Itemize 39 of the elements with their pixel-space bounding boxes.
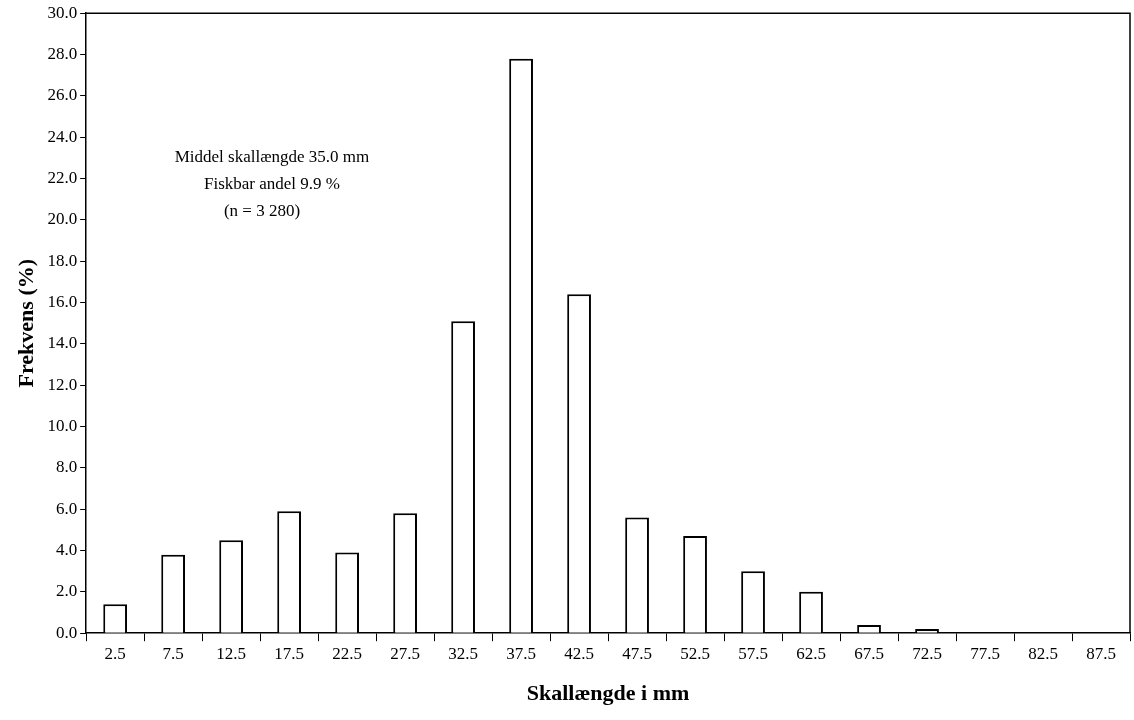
y-tick-label: 2.0 bbox=[55, 581, 78, 601]
y-tick-label: 30.0 bbox=[47, 2, 78, 22]
x-tick-label: 82.5 bbox=[1028, 643, 1058, 663]
y-tick-label: 26.0 bbox=[47, 85, 78, 105]
x-tick-label: 32.5 bbox=[448, 643, 478, 663]
x-tick-label: 2.5 bbox=[104, 643, 126, 663]
x-tick-label: 57.5 bbox=[738, 643, 768, 663]
x-tick-label: 72.5 bbox=[912, 643, 942, 663]
annotation: Middel skallængde 35.0 mm bbox=[174, 147, 370, 167]
y-tick-label: 10.0 bbox=[47, 416, 78, 435]
y-tick-label: 14.0 bbox=[47, 333, 78, 353]
y-tick-label: 28.0 bbox=[47, 44, 78, 63]
y-tick-label: 8.0 bbox=[55, 457, 78, 477]
annotation: Fiskbar andel 9.9 % bbox=[204, 174, 340, 194]
y-tick-label: 18.0 bbox=[47, 250, 78, 270]
x-tick-label: 47.5 bbox=[622, 643, 652, 663]
x-tick-label: 67.5 bbox=[854, 643, 884, 663]
x-tick-label: 37.5 bbox=[506, 643, 536, 663]
x-tick-label: 62.5 bbox=[796, 643, 826, 663]
y-tick-label: 22.0 bbox=[47, 168, 78, 187]
x-tick-label: 42.5 bbox=[564, 643, 594, 663]
x-axis-title: Skallængde i mm bbox=[526, 680, 690, 706]
x-tick-label: 77.5 bbox=[970, 643, 1000, 663]
annotation: (n = 3 280) bbox=[223, 201, 301, 221]
x-tick-label: 87.5 bbox=[1086, 643, 1116, 663]
y-tick-label: 6.0 bbox=[55, 498, 78, 518]
y-axis-title: Frekvens (%) bbox=[12, 258, 38, 388]
y-tick-label: 12.0 bbox=[47, 374, 78, 394]
y-tick-label: 20.0 bbox=[47, 209, 78, 229]
x-tick-label: 22.5 bbox=[332, 643, 362, 663]
y-tick-label: 24.0 bbox=[47, 126, 78, 146]
y-tick-label: 0.0 bbox=[55, 622, 78, 642]
x-tick-label: 12.5 bbox=[216, 643, 246, 663]
x-tick-label: 7.5 bbox=[162, 643, 184, 663]
x-tick-label: 27.5 bbox=[390, 643, 420, 663]
x-tick-label: 17.5 bbox=[274, 643, 304, 663]
y-tick-label: 16.0 bbox=[47, 292, 78, 311]
y-tick-label: 4.0 bbox=[55, 540, 78, 559]
x-tick-label: 52.5 bbox=[680, 643, 710, 663]
